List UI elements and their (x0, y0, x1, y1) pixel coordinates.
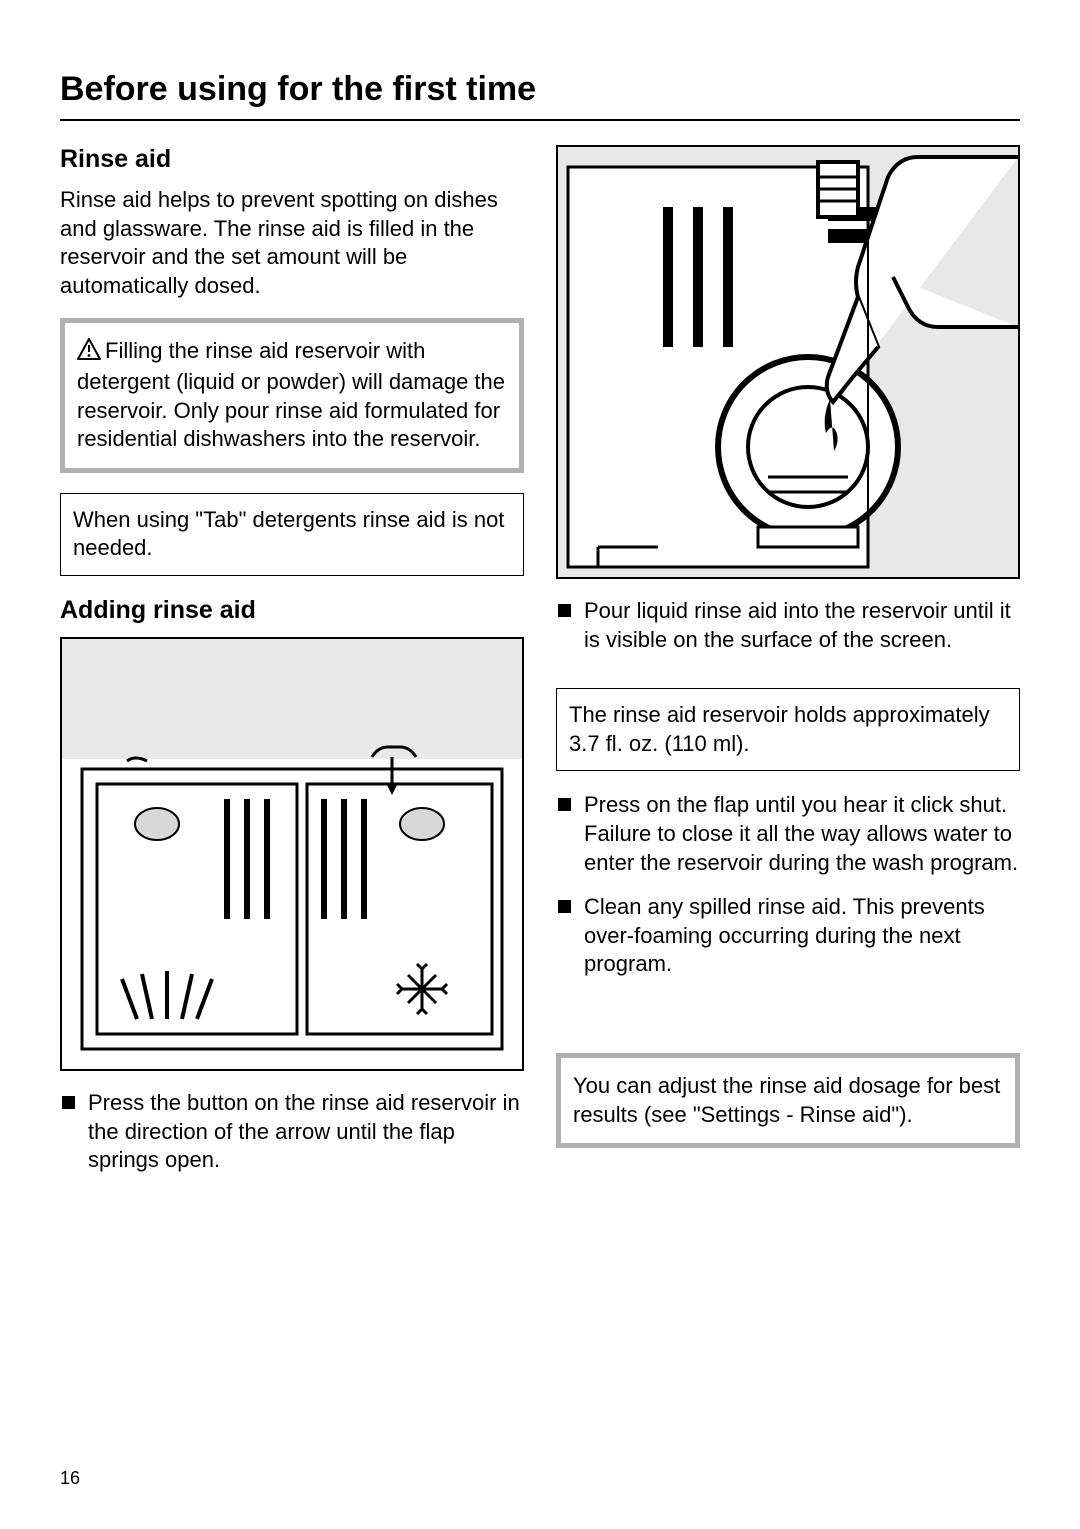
adjust-dosage-note: You can adjust the rinse aid dosage for … (556, 1053, 1020, 1148)
spacer (556, 1013, 1020, 1053)
page-number: 16 (60, 1468, 80, 1489)
right-column: Pour liquid rinse aid into the reservoir… (556, 145, 1020, 1209)
figure-dispenser-front (60, 637, 524, 1071)
right-bullet-list: Press on the flap until you hear it clic… (556, 791, 1020, 995)
tab-detergent-note: When using "Tab" detergents rinse aid is… (60, 493, 524, 576)
manual-page: Before using for the first time Rinse ai… (0, 0, 1080, 1529)
left-bullet-list: Press the button on the rinse aid reserv… (60, 1089, 524, 1191)
bullet-press-flap: Press on the flap until you hear it clic… (556, 791, 1020, 877)
capacity-note: The rinse aid reservoir holds approximat… (556, 688, 1020, 771)
warning-text: Filling the rinse aid reservoir with det… (77, 338, 505, 451)
adding-rinse-aid-heading: Adding rinse aid (60, 596, 524, 625)
figure-pouring-rinse-aid (556, 145, 1020, 579)
warning-box: Filling the rinse aid reservoir with det… (60, 318, 524, 472)
bullet-clean-spill: Clean any spilled rinse aid. This preven… (556, 893, 1020, 979)
right-bullet-pour: Pour liquid rinse aid into the reservoir… (556, 597, 1020, 670)
page-title: Before using for the first time (60, 70, 1020, 121)
bullet-press-button: Press the button on the rinse aid reserv… (60, 1089, 524, 1175)
warning-icon (77, 338, 101, 368)
left-column: Rinse aid Rinse aid helps to prevent spo… (60, 145, 524, 1209)
bullet-pour-liquid: Pour liquid rinse aid into the reservoir… (556, 597, 1020, 654)
rinse-aid-intro: Rinse aid helps to prevent spotting on d… (60, 186, 524, 300)
two-column-layout: Rinse aid Rinse aid helps to prevent spo… (60, 145, 1020, 1209)
rinse-aid-heading: Rinse aid (60, 145, 524, 174)
